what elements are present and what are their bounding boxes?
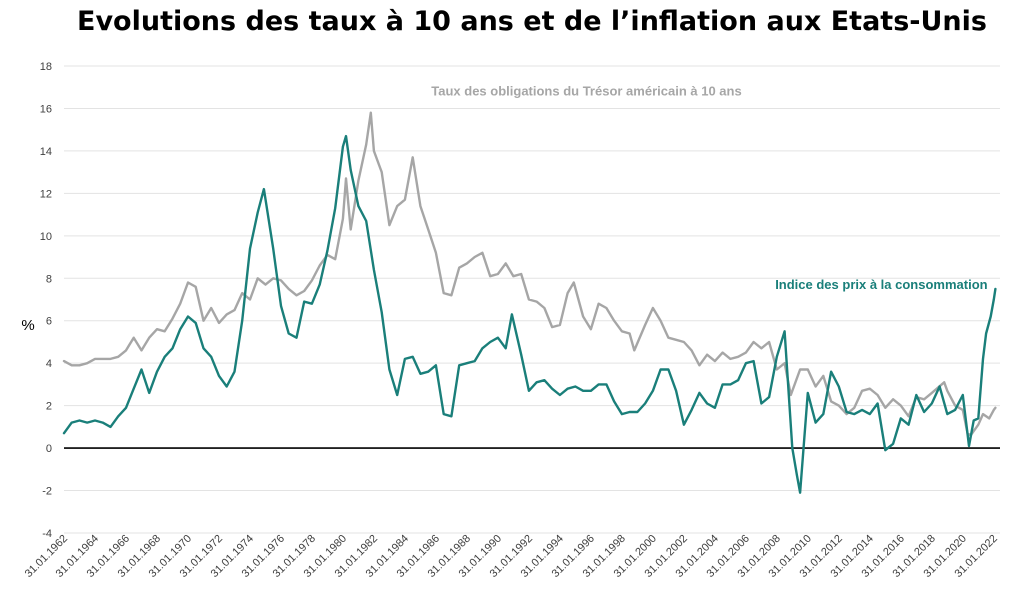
series-label-treasury-10y: Taux des obligations du Trésor américain…	[431, 84, 741, 99]
y-tick-label: 10	[40, 231, 52, 243]
chart-title: Evolutions des taux à 10 ans et de l’inf…	[77, 6, 987, 37]
annotation-layer: Taux des obligations du Trésor américain…	[431, 84, 987, 292]
y-axis-label: %	[21, 317, 34, 334]
y-tick-label: 8	[46, 273, 52, 285]
y-tick-labels: -4 -2 0 2 4 6 8 10 12 14 16 18	[40, 61, 52, 540]
y-tick-label: 14	[40, 146, 52, 158]
y-tick-label: -4	[42, 528, 52, 540]
series-line-treasury-10y	[62, 111, 997, 437]
y-tick-label: -2	[42, 486, 52, 498]
y-tick-label: 4	[46, 358, 52, 370]
y-tick-label: 12	[40, 188, 52, 200]
series-label-cpi: Indice des prix à la consommation	[775, 277, 987, 292]
y-tick-label: 16	[40, 103, 52, 115]
x-tick-labels: 31.01.196231.01.196431.01.196631.01.1968…	[23, 533, 1000, 580]
series-line-cpi	[62, 134, 997, 494]
y-tick-label: 0	[46, 443, 52, 455]
y-tick-label: 2	[46, 401, 52, 413]
y-tick-label: 6	[46, 316, 52, 328]
series-layer	[62, 111, 997, 494]
y-tick-label: 18	[40, 61, 52, 73]
